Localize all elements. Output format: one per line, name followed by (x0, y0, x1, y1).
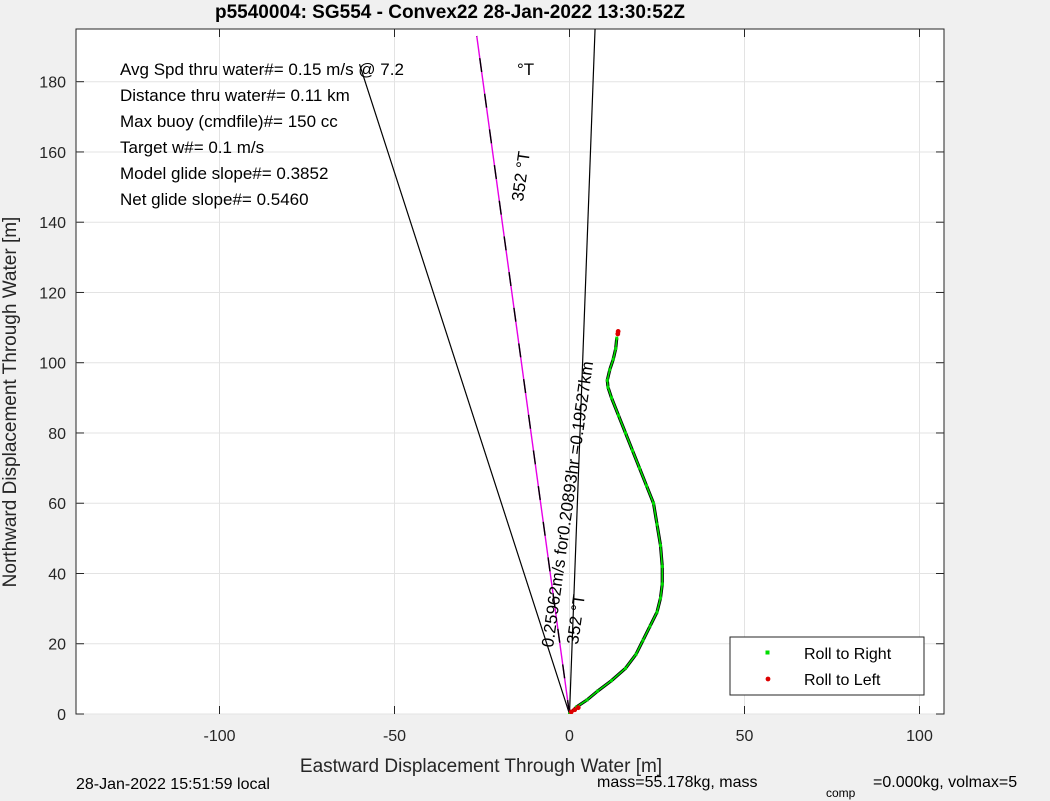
x-tick-labels: -100 -50 0 50 100 (203, 728, 932, 745)
legend-label-roll-right: Roll to Right (804, 646, 892, 663)
annotation-model-glide: Model glide slope#= 0.3852 (120, 164, 328, 183)
roll-right-point (659, 596, 662, 600)
x-tick-label: -50 (383, 728, 406, 745)
roll-left-point (568, 709, 574, 714)
roll-right-point (638, 466, 641, 470)
footer-mass-subscript: comp (826, 786, 856, 800)
roll-left-point (575, 705, 581, 711)
annotation-distance: Distance thru water#= 0.11 km (120, 86, 350, 105)
legend-box (729, 636, 925, 696)
y-axis-label: Northward Displacement Through Water [m] (0, 217, 21, 588)
series-line-roll-right (568, 338, 664, 714)
roll-right-point (610, 396, 613, 400)
annotation-net-glide: Net glide slope#= 0.5460 (120, 190, 309, 209)
roll-right-point (660, 582, 664, 586)
reference-line (358, 63, 571, 714)
roll-right-point (660, 564, 664, 568)
roll-right-point (645, 484, 648, 488)
y-tick-label: 60 (48, 496, 66, 513)
x-tick-label: 50 (736, 728, 754, 745)
roll-right-point (585, 698, 589, 702)
roll-right-point (641, 638, 645, 642)
annotation-block: Avg Spd thru water#= 0.15 m/s @ 7.2 °T D… (120, 60, 534, 209)
roll-right-point (624, 431, 627, 435)
roll-right-point (610, 679, 613, 683)
x-tick-label: 100 (906, 728, 933, 745)
y-tick-label: 140 (39, 215, 66, 232)
annotation-avg-speed: Avg Spd thru water#= 0.15 m/s @ 7.2 (120, 60, 404, 79)
roll-right-point (631, 449, 634, 453)
roll-right-point (617, 413, 620, 417)
series-group (568, 329, 664, 714)
y-tick-label: 20 (48, 637, 66, 654)
x-tick-label: -100 (203, 728, 235, 745)
reference-line (568, 29, 596, 714)
roll-right-point (634, 652, 638, 656)
legend-marker-roll-left (765, 676, 771, 682)
roll-right-point (655, 610, 659, 614)
axis-ticks (76, 29, 944, 715)
roll-right-point (608, 368, 612, 372)
reference-line-dashes (476, 35, 571, 714)
roll-right-point (605, 378, 609, 382)
plot-area (75, 28, 945, 715)
roll-right-point (659, 543, 662, 547)
y-tick-label: 100 (39, 356, 66, 373)
footer-local-time: 28-Jan-2022 15:51:59 local (76, 776, 270, 793)
annotation-max-buoy: Max buoy (cmdfile)#= 150 cc (120, 112, 338, 131)
y-tick-labels: 0 20 40 60 80 100 120 140 160 180 (39, 75, 66, 724)
roll-right-point (611, 357, 615, 361)
roll-right-point (606, 385, 610, 389)
roll-right-point (614, 347, 618, 351)
y-tick-label: 160 (39, 145, 66, 162)
grid (76, 29, 944, 715)
y-tick-label: 40 (48, 566, 66, 583)
roll-right-point (648, 624, 652, 628)
chart-title: p5540004: SG554 - Convex22 28-Jan-2022 1… (215, 2, 685, 23)
y-tick-label: 0 (57, 707, 66, 724)
annotation-target-w: Target w#= 0.1 m/s (120, 138, 264, 157)
roll-right-point (624, 666, 627, 670)
y-tick-label: 120 (39, 285, 66, 302)
roll-right-point (655, 522, 659, 526)
reference-lines (358, 29, 596, 714)
legend-marker-roll-right (765, 650, 770, 655)
x-tick-label: 0 (565, 728, 574, 745)
footer-mass: mass=55.178kg, mass (597, 774, 758, 791)
roll-left-point (572, 707, 578, 713)
roll-right-point (652, 501, 655, 505)
legend-label-roll-left: Roll to Left (804, 672, 881, 689)
roll-left-point (615, 329, 621, 334)
roll-right-point (596, 689, 599, 693)
annotation-degree-true: °T (517, 60, 534, 79)
y-tick-label: 180 (39, 75, 66, 92)
roll-right-point (615, 336, 619, 340)
legend: Roll to Right Roll to Left (729, 636, 925, 696)
y-tick-label: 80 (48, 426, 66, 443)
footer-volmax: =0.000kg, volmax=5 (873, 774, 1017, 791)
x-axis-label: Eastward Displacement Through Water [m] (300, 756, 662, 777)
